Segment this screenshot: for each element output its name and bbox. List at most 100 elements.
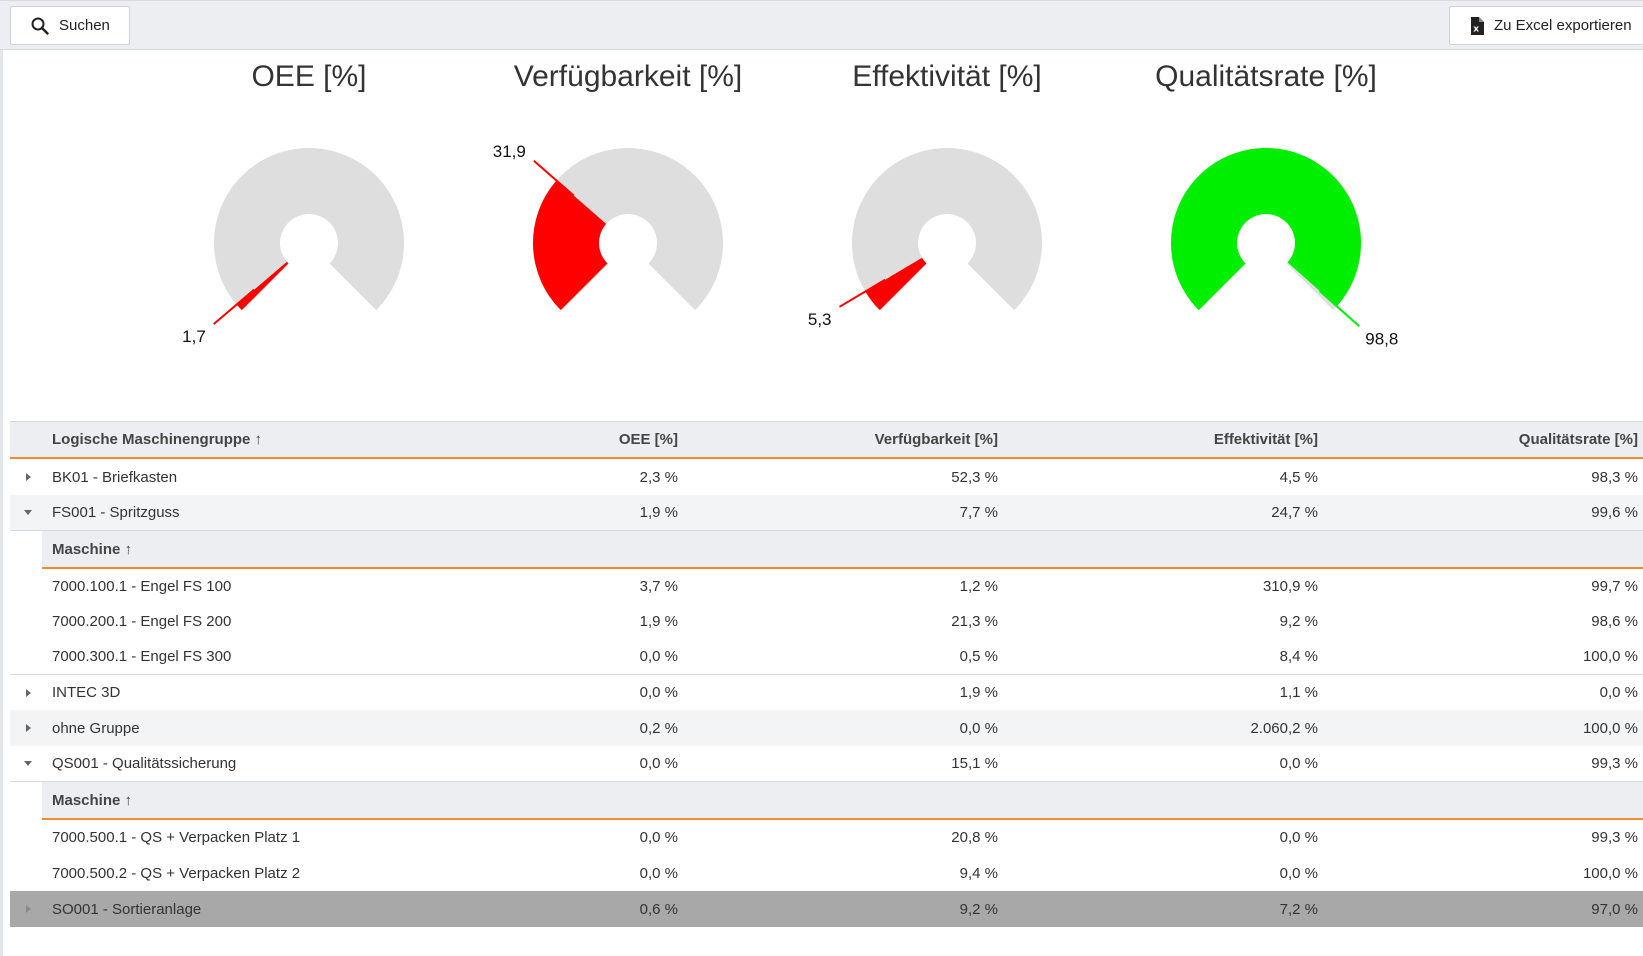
table-row[interactable]: 7000.500.1 - QS + Verpacken Platz 1 0,0 …: [10, 820, 1643, 855]
grid-header: Logische Maschinengruppe ↑ OEE [%] Verfü…: [10, 421, 1643, 459]
sub-grid-header: Maschine ↑: [42, 782, 1643, 820]
table-row[interactable]: 7000.200.1 - Engel FS 200 1,9 % 21,3 % 9…: [10, 604, 1643, 639]
cell-effektivitaet: 0,0 %: [1279, 864, 1318, 882]
toolbar: Suchen x Zu Excel exportieren: [0, 0, 1643, 50]
cell-qualitaetsrate: 100,0 %: [1582, 719, 1638, 737]
cell-effektivitaet: 310,9 %: [1262, 578, 1318, 595]
cell-effektivitaet: 1,1 %: [1279, 684, 1318, 701]
gauge-value-arc: [1171, 148, 1362, 311]
sub-grid-header: Maschine ↑: [42, 531, 1643, 569]
cell-verfuegbarkeit: 1,9 %: [959, 684, 998, 701]
gauge-leader-line: [1319, 290, 1360, 327]
cell-oee: 1,9 %: [639, 613, 678, 630]
gauge-value-arc: [236, 261, 289, 311]
cell-oee: 0,0 %: [639, 755, 678, 772]
cell-effektivitaet: 8,4 %: [1279, 648, 1318, 665]
table-row-selected[interactable]: SO001 - Sortieranlage 0,6 % 9,2 % 7,2 % …: [10, 891, 1643, 927]
cell-verfuegbarkeit: 21,3 %: [951, 613, 998, 630]
row-name: FS001 - Spritzguss: [52, 504, 180, 521]
gauge-title-qualitaetsrate: Qualitätsrate [%]: [1155, 60, 1377, 93]
export-button-label: Zu Excel exportieren: [1494, 17, 1632, 34]
gauge-value-label: 5,3: [808, 310, 832, 329]
search-icon: [31, 17, 49, 35]
row-name: 7000.100.1 - Engel FS 100: [52, 578, 232, 595]
gauge-leader-line: [213, 288, 255, 325]
cell-verfuegbarkeit: 52,3 %: [951, 468, 998, 486]
column-header-verfuegbarkeit[interactable]: Verfügbarkeit [%]: [874, 431, 998, 448]
row-name: 7000.500.2 - QS + Verpacken Platz 2: [52, 864, 301, 882]
export-excel-button[interactable]: x Zu Excel exportieren: [1449, 6, 1643, 45]
expand-icon[interactable]: [22, 903, 34, 915]
cell-oee: 3,7 %: [639, 578, 678, 595]
data-grid: Logische Maschinengruppe ↑ OEE [%] Verfü…: [10, 421, 1643, 956]
gauge-value-label: 98,8: [1365, 329, 1398, 348]
cell-verfuegbarkeit: 7,7 %: [959, 504, 998, 521]
row-name: BK01 - Briefkasten: [52, 468, 178, 486]
gauge-title-oee: OEE [%]: [251, 60, 367, 93]
column-header-group[interactable]: Logische Maschinengruppe ↑: [52, 431, 263, 448]
cell-effektivitaet: 0,0 %: [1279, 755, 1318, 772]
table-row[interactable]: 7000.100.1 - Engel FS 100 3,7 % 1,2 % 31…: [10, 569, 1643, 604]
expand-icon[interactable]: [22, 471, 34, 483]
cell-oee: 1,9 %: [639, 504, 678, 521]
column-header-qualitaetsrate[interactable]: Qualitätsrate [%]: [1518, 431, 1638, 448]
table-row[interactable]: FS001 - Spritzguss 1,9 % 7,7 % 24,7 % 99…: [10, 495, 1643, 531]
cell-qualitaetsrate: 0,0 %: [1599, 684, 1638, 701]
gauge-leader-line: [838, 278, 886, 308]
cell-effektivitaet: 4,5 %: [1279, 468, 1318, 486]
table-row[interactable]: 7000.300.1 - Engel FS 300 0,0 % 0,5 % 8,…: [10, 639, 1643, 675]
collapse-icon[interactable]: [22, 758, 34, 770]
cell-oee: 0,0 %: [639, 829, 678, 846]
gauge-background: [852, 148, 1043, 311]
gauge-panel: OEE [%] Verfügbarkeit [%] Effektivität […: [0, 50, 1643, 420]
column-header-machine[interactable]: Maschine ↑: [52, 540, 133, 558]
cell-verfuegbarkeit: 20,8 %: [951, 829, 998, 846]
cell-verfuegbarkeit: 9,2 %: [959, 900, 998, 918]
gauge-title-effektivitaet: Effektivität [%]: [852, 60, 1042, 93]
expand-icon[interactable]: [22, 722, 34, 734]
row-name: INTEC 3D: [52, 684, 121, 701]
cell-effektivitaet: 7,2 %: [1279, 900, 1318, 918]
search-button[interactable]: Suchen: [10, 6, 130, 45]
cell-qualitaetsrate: 100,0 %: [1582, 648, 1638, 665]
cell-oee: 0,0 %: [639, 864, 678, 882]
cell-verfuegbarkeit: 1,2 %: [959, 578, 998, 595]
column-header-effektivitaet[interactable]: Effektivität [%]: [1213, 431, 1318, 448]
expand-icon[interactable]: [22, 687, 34, 699]
cell-qualitaetsrate: 100,0 %: [1582, 864, 1638, 882]
collapse-icon[interactable]: [22, 507, 34, 519]
cell-oee: 0,2 %: [639, 719, 678, 737]
cell-qualitaetsrate: 98,6 %: [1591, 613, 1638, 630]
gauge-value-label: 1,7: [182, 327, 206, 346]
table-row[interactable]: INTEC 3D 0,0 % 1,9 % 1,1 % 0,0 %: [10, 675, 1643, 710]
left-border: [0, 50, 3, 956]
row-name: 7000.200.1 - Engel FS 200: [52, 613, 232, 630]
cell-effektivitaet: 0,0 %: [1279, 829, 1318, 846]
table-row[interactable]: 7000.500.2 - QS + Verpacken Platz 2 0,0 …: [10, 855, 1643, 891]
cell-oee: 2,3 %: [639, 468, 678, 486]
search-button-label: Suchen: [59, 17, 110, 34]
cell-qualitaetsrate: 97,0 %: [1591, 900, 1638, 918]
cell-qualitaetsrate: 99,3 %: [1591, 829, 1638, 846]
row-name: QS001 - Qualitätssicherung: [52, 755, 237, 772]
gauge-value-arc: [865, 257, 927, 311]
gauge-value-label: 31,9: [493, 142, 526, 161]
cell-oee: 0,0 %: [639, 684, 678, 701]
table-row[interactable]: BK01 - Briefkasten 2,3 % 52,3 % 4,5 % 98…: [10, 459, 1643, 495]
cell-verfuegbarkeit: 0,5 %: [959, 648, 998, 665]
cell-qualitaetsrate: 99,7 %: [1591, 578, 1638, 595]
cell-qualitaetsrate: 99,6 %: [1591, 504, 1638, 521]
cell-verfuegbarkeit: 15,1 %: [951, 755, 998, 772]
row-name: SO001 - Sortieranlage: [52, 900, 202, 918]
table-row[interactable]: ohne Gruppe 0,2 % 0,0 % 2.060,2 % 100,0 …: [10, 710, 1643, 746]
column-header-oee[interactable]: OEE [%]: [618, 431, 678, 448]
cell-verfuegbarkeit: 9,4 %: [959, 864, 998, 882]
column-header-machine[interactable]: Maschine ↑: [52, 791, 133, 809]
excel-file-icon: x: [1471, 16, 1484, 35]
cell-effektivitaet: 2.060,2 %: [1250, 719, 1318, 737]
row-name: 7000.500.1 - QS + Verpacken Platz 1: [52, 829, 301, 846]
cell-oee: 0,0 %: [639, 648, 678, 665]
row-name: ohne Gruppe: [52, 719, 140, 737]
cell-qualitaetsrate: 99,3 %: [1591, 755, 1638, 772]
table-row[interactable]: QS001 - Qualitätssicherung 0,0 % 15,1 % …: [10, 746, 1643, 782]
